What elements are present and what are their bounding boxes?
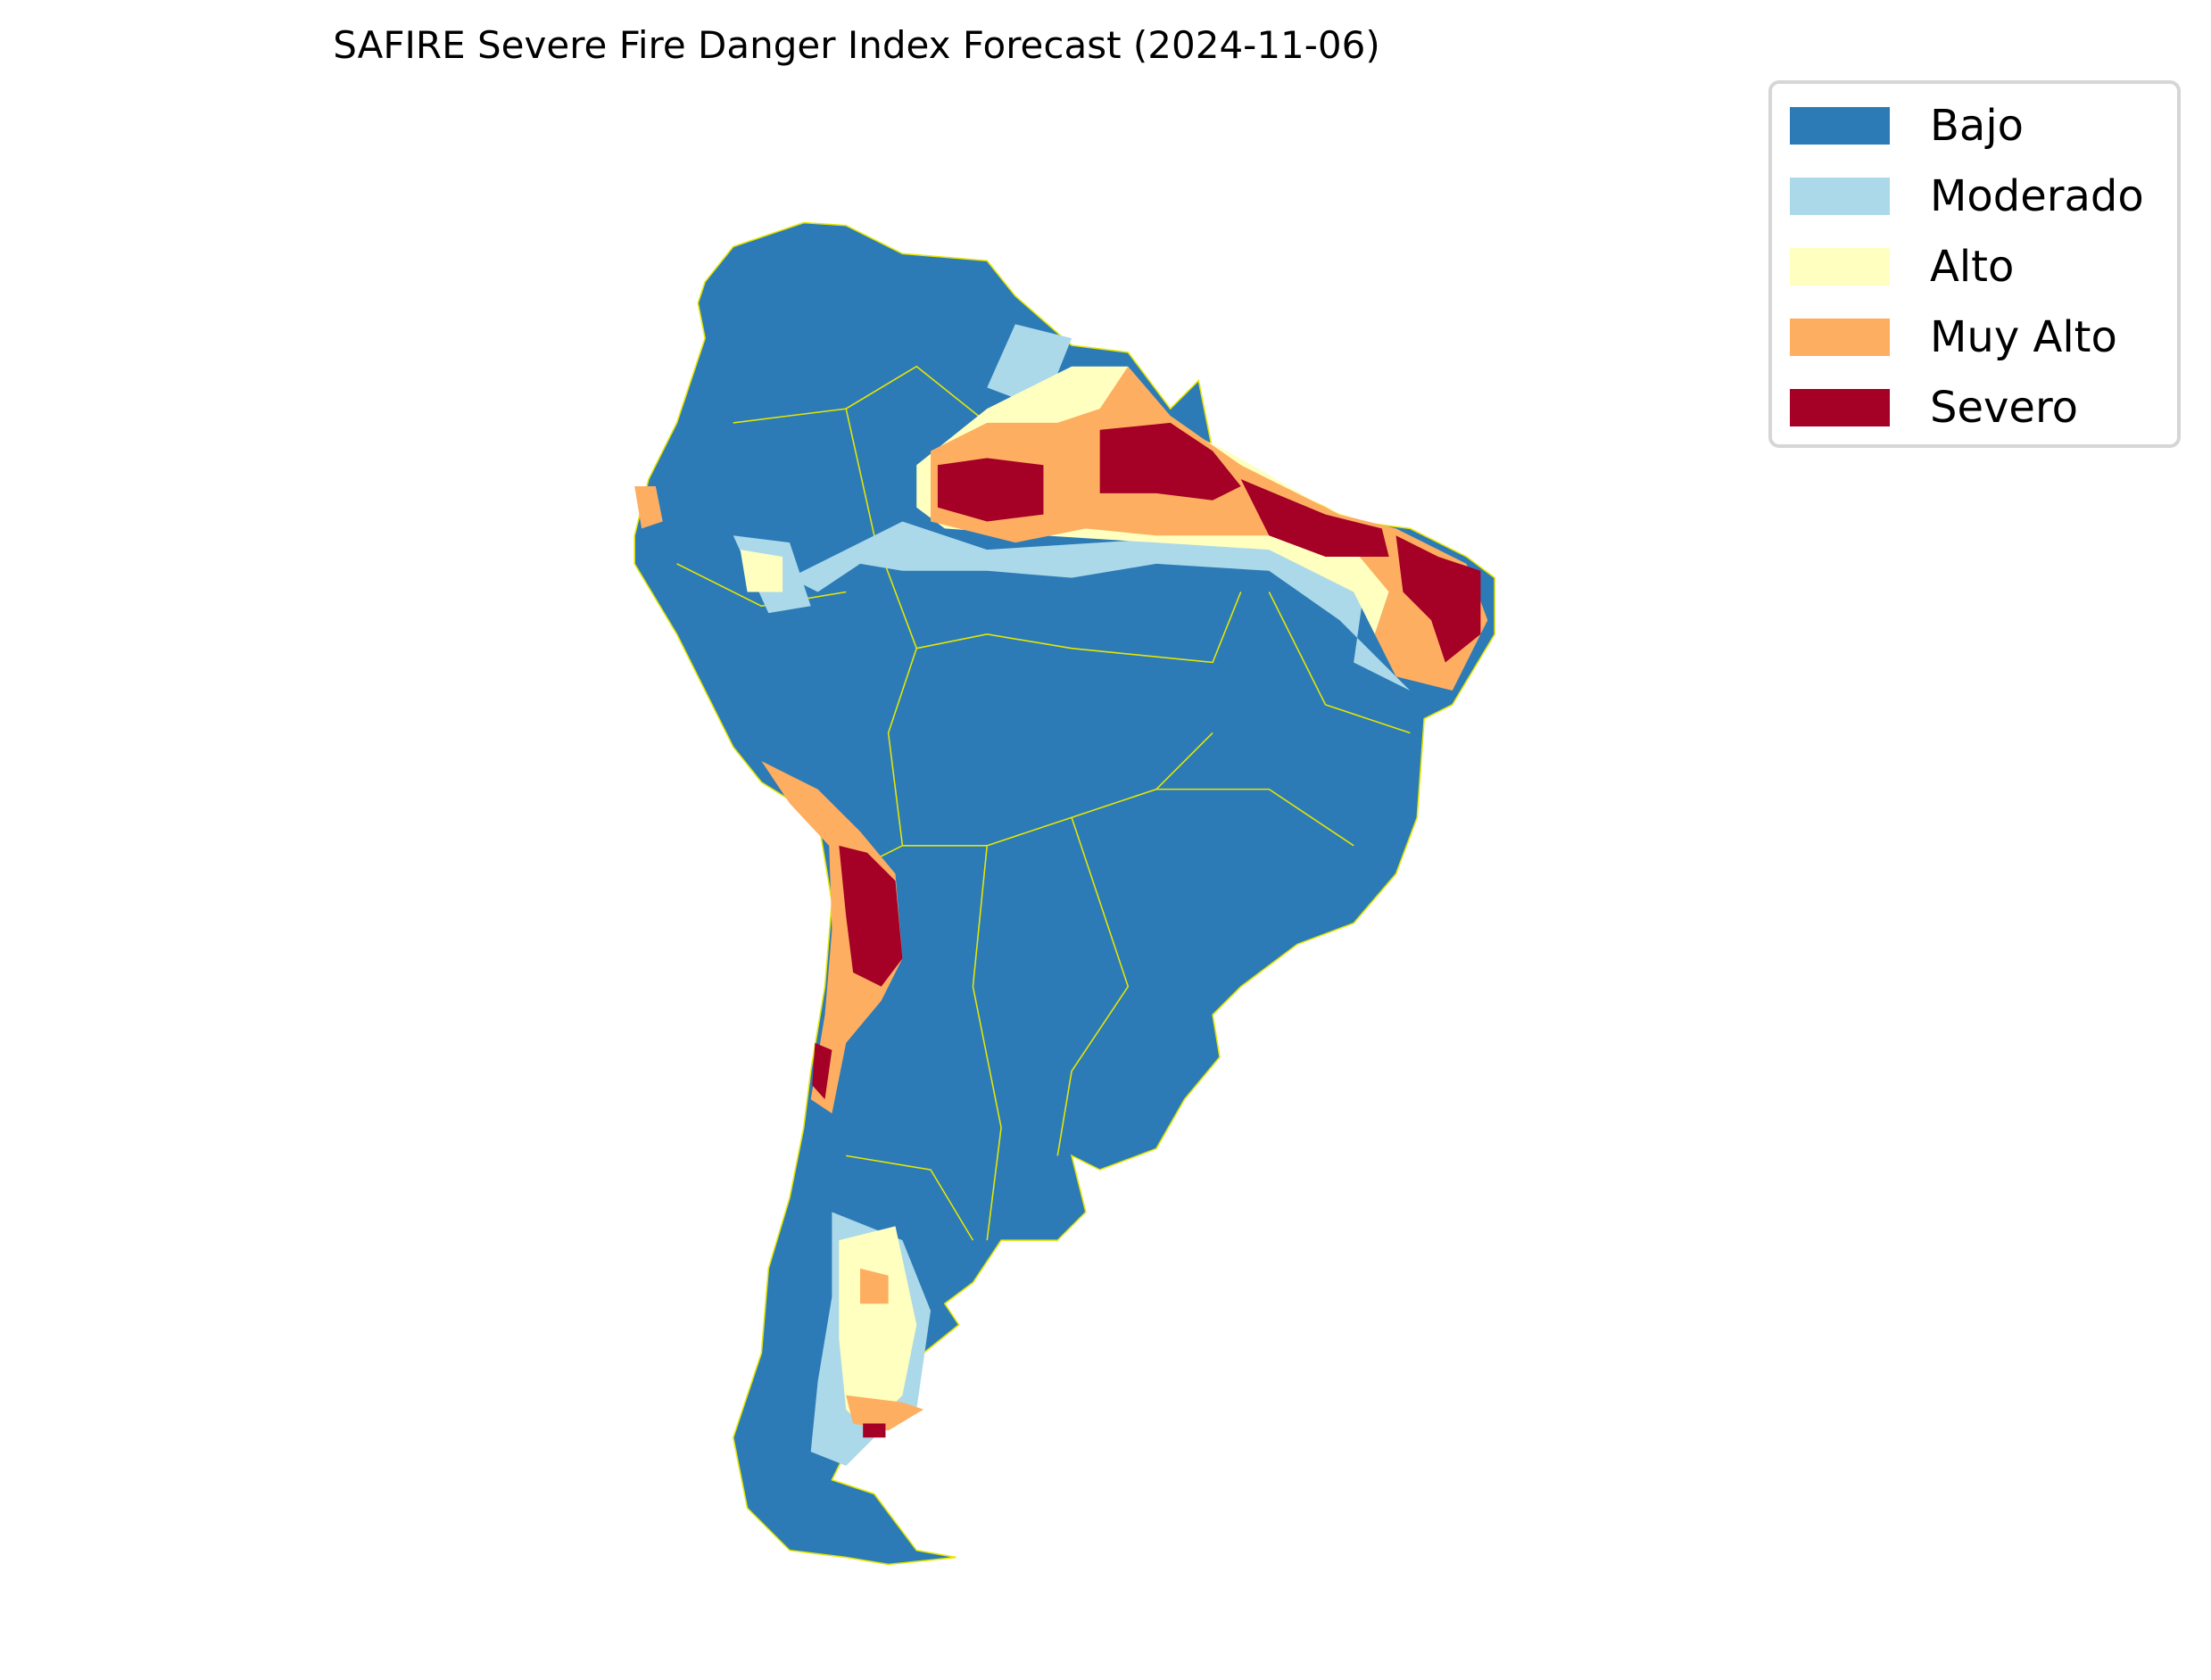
legend-label: Bajo (1930, 101, 2025, 151)
chart-title: SAFIRE Severe Fire Danger Index Forecast… (333, 23, 1380, 67)
legend-item-muy-alto: Muy Alto (1790, 312, 2117, 362)
legend-label: Severo (1930, 383, 2078, 433)
legend-item-moderado: Moderado (1790, 171, 2144, 221)
legend-swatch (1790, 107, 1890, 145)
legend: Bajo Moderado Alto Muy Alto Severo (1768, 80, 2181, 448)
legend-item-severo: Severo (1790, 383, 2078, 433)
legend-label: Alto (1930, 242, 2015, 292)
legend-label: Muy Alto (1930, 312, 2117, 362)
region-severo (812, 422, 1481, 1438)
legend-swatch (1790, 319, 1890, 356)
legend-item-alto: Alto (1790, 242, 2014, 292)
country-borders (676, 365, 1411, 1241)
legend-swatch (1790, 178, 1890, 215)
legend-swatch (1790, 248, 1890, 286)
legend-label: Moderado (1930, 171, 2144, 221)
region-muy-alto (634, 366, 1488, 1431)
legend-item-bajo: Bajo (1790, 101, 2024, 151)
legend-swatch (1790, 389, 1890, 426)
